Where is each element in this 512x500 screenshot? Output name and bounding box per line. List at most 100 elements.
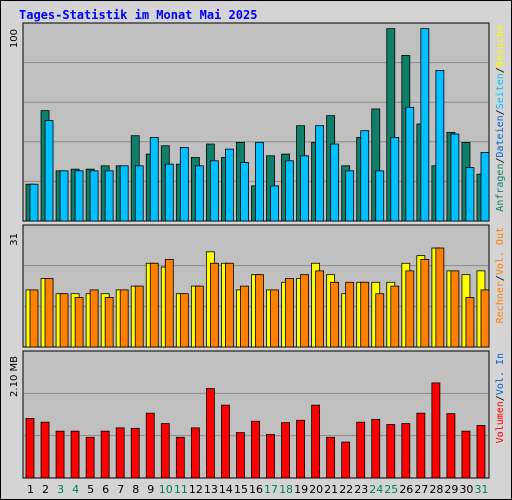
bar-volumen [205,388,215,479]
x-tick-label-day: 6 [102,483,109,496]
bar-rechner [29,289,39,348]
legend-entry: Seiten [495,73,506,109]
bar-seiten [360,130,370,222]
x-tick-label-day: 25 [384,483,398,496]
bar-volumen [130,427,140,479]
legend-entry: / [495,158,506,164]
bar-volumen [326,436,336,479]
bar-seiten [149,136,159,222]
bar-volumen [115,427,125,479]
legend-entry: / [495,275,506,281]
bar-rechner [405,270,415,348]
bar-rechner [89,289,99,348]
x-tick-label-day: 18 [279,483,293,496]
y-tick-label-middle: 31 [9,233,20,246]
bar-seiten [315,125,325,222]
bar-volumen [190,427,200,479]
bar-rechner [59,293,69,348]
bar-rechner [330,281,340,348]
x-tick-label-day: 23 [354,483,368,496]
x-tick-label-day: 15 [234,483,248,496]
x-tick-label-day: 16 [249,483,263,496]
bar-volumen [251,420,260,479]
legend-entry: Vol. In [495,353,506,395]
bar-volumen [85,436,95,479]
legend-entry: / [495,67,506,73]
legend-entry: Dateien [495,115,506,157]
bar-rechner [225,262,234,348]
y-tick-label-bottom: 2.10 MB [9,356,20,397]
bar-seiten [240,162,249,222]
bar-rechner [194,285,204,348]
bar-seiten [405,106,415,222]
x-tick-label-day: 4 [72,483,79,496]
x-tick-label-day: 12 [189,483,203,496]
x-tick-label-day: 9 [147,483,154,496]
x-tick-label-day: 5 [87,483,94,496]
x-tick-label-day: 29 [444,483,458,496]
chart-title: Tages-Statistik im Monat Mai 2025 [19,8,258,22]
bar-volumen [386,424,396,479]
x-tick-label-day: 31 [474,483,488,496]
legend-middle: Rechner/Vol. Out [495,227,506,323]
bar-volumen [236,432,245,479]
bar-seiten [375,170,385,222]
x-tick-label-day: 2 [42,483,49,496]
bar-rechner [255,274,264,348]
bar-volumen [311,404,321,479]
bar-rechner [465,297,475,348]
bar-seiten [89,170,99,222]
x-tick-label-day: 3 [57,483,64,496]
x-tick-label-day: 19 [294,483,308,496]
bar-seiten [285,160,294,222]
bar-volumen [100,430,110,479]
bar-seiten [29,183,39,222]
bar-volumen [160,423,170,479]
bar-volumen [446,413,456,479]
bar-rechner [450,270,460,348]
bar-seiten [164,163,174,222]
bar-seiten [390,136,400,222]
x-tick-label-day: 24 [369,483,383,496]
x-tick-label-day: 8 [132,483,139,496]
x-tick-label-day: 20 [309,483,323,496]
bar-volumen [431,382,441,479]
bar-rechner [270,289,279,348]
bar-volumen [70,430,80,479]
bar-rechner [164,259,174,348]
bar-seiten [420,28,430,222]
bar-rechner [209,262,219,348]
legend-entry: Besuche [495,25,506,67]
bar-seiten [104,170,114,222]
bar-seiten [194,165,204,222]
bar-seiten [179,147,189,222]
bar-rechner [345,281,355,348]
bar-rechner [179,293,189,348]
bar-rechner [420,259,430,348]
bar-volumen [461,430,471,479]
bar-seiten [225,148,234,222]
bar-volumen [371,418,381,479]
legend-top: Anfragen/Dateien/Seiten/Besuche [495,25,506,212]
legend-bottom: Volumen/Vol. In [495,353,506,443]
bar-rechner [104,297,114,348]
x-tick-label-day: 21 [324,483,338,496]
bar-seiten [465,167,475,222]
bar-rechner [300,274,309,348]
legend-entry: Rechner [495,281,506,323]
bar-rechner [480,289,490,348]
x-tick-label-day: 17 [264,483,278,496]
bar-rechner [119,289,129,348]
bar-seiten [345,170,355,222]
bar-volumen [401,423,411,479]
bar-seiten [435,70,445,222]
bar-volumen [416,412,426,479]
bar-rechner [435,247,445,348]
bar-rechner [375,293,385,348]
bar-seiten [74,170,84,222]
x-tick-label-day: 11 [174,483,188,496]
bar-volumen [341,441,351,479]
legend-entry: Vol. Out [495,227,506,275]
bar-volumen [145,412,155,479]
